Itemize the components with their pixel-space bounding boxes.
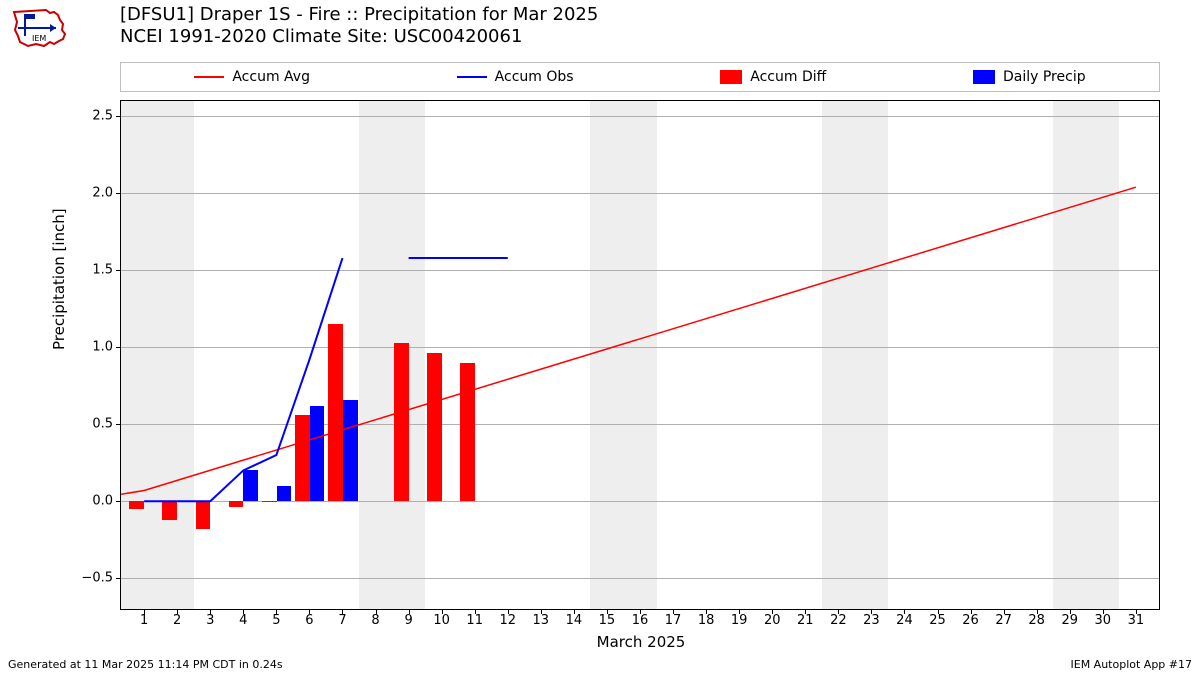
xtick-label: 26 [956, 613, 986, 628]
y-axis-label: Precipitation [inch] [50, 208, 68, 350]
legend-accum-diff-label: Accum Diff [750, 69, 826, 85]
xtick-label: 6 [294, 613, 324, 628]
legend-accum-obs: Accum Obs [457, 69, 574, 85]
xtick-label: 2 [162, 613, 192, 628]
legend-accum-avg-swatch [194, 76, 224, 78]
title-block: [DFSU1] Draper 1S - Fire :: Precipitatio… [120, 4, 598, 48]
chart-lines [121, 101, 1161, 609]
xtick-label: 18 [691, 613, 721, 628]
ytick-label: 2.5 [73, 109, 113, 124]
plot-area: −0.50.00.51.01.52.02.5123456789101112131… [120, 100, 1160, 610]
xtick-label: 16 [625, 613, 655, 628]
legend-accum-avg-label: Accum Avg [232, 69, 310, 85]
xtick-label: 23 [856, 613, 886, 628]
xtick-label: 29 [1055, 613, 1085, 628]
xtick-label: 5 [261, 613, 291, 628]
legend-accum-avg: Accum Avg [194, 69, 310, 85]
xtick-label: 25 [923, 613, 953, 628]
xtick-label: 15 [592, 613, 622, 628]
ytick-label: 0.0 [73, 494, 113, 509]
footer-app: IEM Autoplot App #17 [1071, 658, 1193, 671]
xtick-label: 17 [658, 613, 688, 628]
ytick-label: 0.5 [73, 417, 113, 432]
chart-line [144, 258, 342, 501]
legend-daily-precip: Daily Precip [973, 69, 1086, 85]
xtick-label: 4 [228, 613, 258, 628]
ytick-label: 1.0 [73, 340, 113, 355]
xtick-label: 28 [1022, 613, 1052, 628]
xtick-label: 31 [1121, 613, 1151, 628]
title-line-2: NCEI 1991-2020 Climate Site: USC00420061 [120, 26, 598, 48]
xtick-label: 24 [889, 613, 919, 628]
xtick-label: 9 [394, 613, 424, 628]
xtick-label: 11 [460, 613, 490, 628]
legend: Accum Avg Accum Obs Accum Diff Daily Pre… [120, 62, 1160, 92]
ytick-label: 1.5 [73, 263, 113, 278]
legend-daily-precip-swatch [973, 70, 995, 84]
xtick-label: 3 [195, 613, 225, 628]
xtick-label: 30 [1088, 613, 1118, 628]
chart-line [121, 187, 1136, 494]
xtick-label: 19 [724, 613, 754, 628]
xtick-label: 7 [327, 613, 357, 628]
xtick-label: 13 [526, 613, 556, 628]
ytick-label: −0.5 [73, 571, 113, 586]
footer-generated: Generated at 11 Mar 2025 11:14 PM CDT in… [8, 658, 283, 671]
xtick-label: 21 [790, 613, 820, 628]
x-axis-label: March 2025 [121, 633, 1161, 651]
legend-accum-obs-label: Accum Obs [495, 69, 574, 85]
xtick-label: 12 [493, 613, 523, 628]
xtick-label: 22 [823, 613, 853, 628]
xtick-label: 27 [989, 613, 1019, 628]
page: IEM [DFSU1] Draper 1S - Fire :: Precipit… [0, 0, 1200, 675]
xtick-label: 1 [129, 613, 159, 628]
legend-accum-diff-swatch [720, 70, 742, 84]
legend-accum-diff: Accum Diff [720, 69, 826, 85]
xtick-label: 8 [361, 613, 391, 628]
title-line-1: [DFSU1] Draper 1S - Fire :: Precipitatio… [120, 4, 598, 26]
legend-accum-obs-swatch [457, 76, 487, 78]
xtick-label: 14 [559, 613, 589, 628]
svg-text:IEM: IEM [32, 34, 46, 43]
xtick-label: 10 [427, 613, 457, 628]
xtick-label: 20 [757, 613, 787, 628]
ytick-label: 2.0 [73, 186, 113, 201]
legend-daily-precip-label: Daily Precip [1003, 69, 1086, 85]
iem-logo: IEM [10, 6, 70, 51]
